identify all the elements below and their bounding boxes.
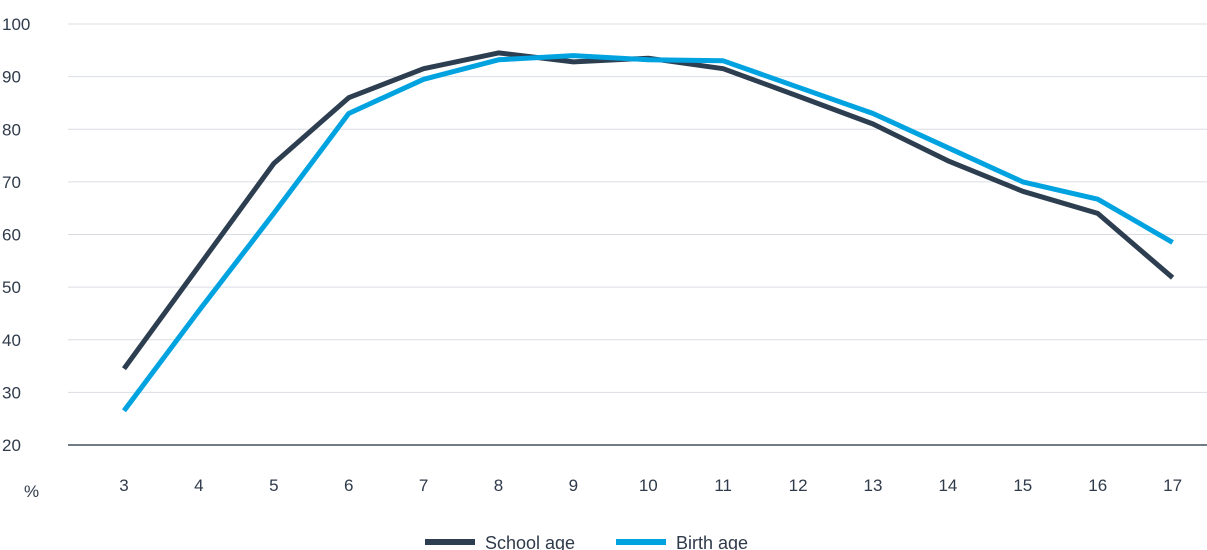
y-tick-label-60: 60: [2, 226, 21, 245]
x-tick-label-11: 11: [714, 476, 732, 495]
x-tick-label-6: 6: [344, 476, 353, 495]
x-tick-label-16: 16: [1088, 476, 1107, 495]
y-tick-label-20: 20: [2, 436, 21, 455]
x-tick-label-10: 10: [639, 476, 658, 495]
x-tick-label-8: 8: [494, 476, 503, 495]
x-axis: 3 4 5 6 7 8 9 10 11 12 13 14 15 16 17: [119, 476, 1182, 495]
series-birth-age: [121, 53, 1174, 413]
series-line-birth-age: [121, 53, 1174, 413]
x-tick-label-9: 9: [569, 476, 578, 495]
y-tick-label-50: 50: [2, 278, 21, 297]
gridlines: [68, 23, 1207, 446]
legend-label-birth-age: Birth age: [676, 533, 748, 550]
x-tick-label-4: 4: [194, 476, 203, 495]
x-tick-label-12: 12: [789, 476, 808, 495]
x-tick-label-14: 14: [938, 476, 957, 495]
series-school-age: [121, 50, 1175, 371]
y-tick-label-70: 70: [2, 173, 21, 192]
y-tick-label-80: 80: [2, 120, 21, 139]
y-tick-label-40: 40: [2, 331, 21, 350]
y-tick-label-100: 100: [2, 15, 30, 34]
x-tick-label-5: 5: [269, 476, 278, 495]
y-axis-unit-label: %: [24, 482, 39, 501]
x-tick-label-17: 17: [1163, 476, 1182, 495]
series-line-school-age: [121, 50, 1175, 371]
x-tick-label-7: 7: [419, 476, 428, 495]
x-tick-label-15: 15: [1013, 476, 1032, 495]
y-tick-label-90: 90: [2, 68, 21, 87]
y-axis: 20 30 40 50 60 70 80 90 100: [2, 15, 30, 455]
series-lines: [121, 50, 1175, 413]
legend-label-school-age: School age: [485, 533, 575, 550]
x-tick-label-3: 3: [119, 476, 128, 495]
y-tick-label-30: 30: [2, 383, 21, 402]
legend: School age Birth age: [425, 533, 748, 550]
x-tick-label-13: 13: [864, 476, 883, 495]
